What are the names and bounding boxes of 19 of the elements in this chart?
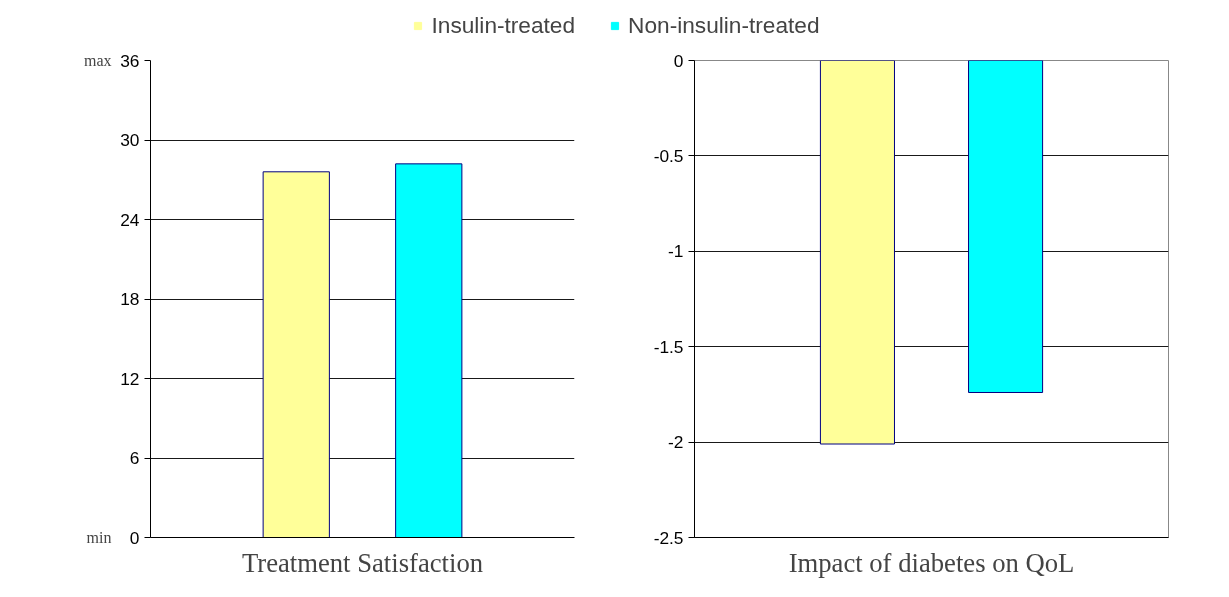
y-tick-label: 0 <box>129 527 140 548</box>
y-tick-label: 0 <box>673 50 684 71</box>
y-tick-label: -2.5 <box>653 527 684 548</box>
y-tick-label: -0.5 <box>653 145 684 166</box>
y-tick-label: 18 <box>120 289 140 309</box>
text: min <box>86 529 112 546</box>
y-tick-label: -1.5 <box>653 336 684 357</box>
y-tick-label: -1 <box>668 241 684 262</box>
y-tick-label: 30 <box>120 130 140 150</box>
y-tick-label: -2 <box>668 432 684 453</box>
x-axis-title: Impact of diabetes on QoL <box>788 547 1075 578</box>
y-tick-label: 24 <box>120 209 140 230</box>
y-tick-label: 6 <box>129 448 140 468</box>
legend-label: Non-insulin-treated <box>628 11 820 39</box>
x-axis-title: Treatment Satisfaction <box>241 547 484 578</box>
legend-label: Insulin-treated <box>431 11 576 39</box>
text: max <box>83 52 112 69</box>
y-tick-label: 12 <box>120 368 140 389</box>
y-tick-label: 36 <box>120 50 140 71</box>
